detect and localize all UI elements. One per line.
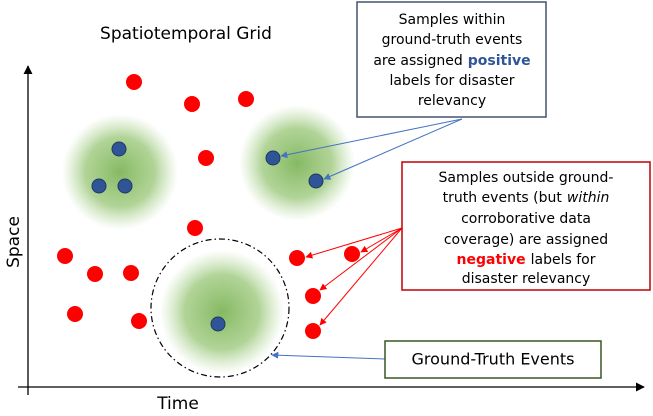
- callout-text: labels for disaster: [389, 73, 514, 89]
- callout-text: are assigned: [373, 53, 462, 69]
- svg-text:Samples within: Samples within: [399, 12, 506, 28]
- callout-text: ground-truth events: [382, 32, 523, 48]
- positive-callout: Samples within ground-truth events are a…: [356, 1, 547, 118]
- callout-text: Ground-Truth Events: [412, 350, 575, 369]
- svg-text:labels for disaster: labels for disaster: [389, 73, 514, 89]
- negative-callout: Samples outside ground- truth events (bu…: [401, 161, 651, 291]
- svg-text:relevancy: relevancy: [418, 93, 486, 109]
- callout-text: positive: [468, 53, 531, 69]
- event-regions: [62, 105, 355, 378]
- arrows: [271, 118, 463, 360]
- svg-text:coverage) are assigned: coverage) are assigned: [444, 232, 608, 248]
- callout-text: truth events (but: [443, 190, 563, 206]
- negative-samples: [57, 74, 360, 339]
- axes: [18, 65, 645, 395]
- callout-text: labels for: [531, 252, 596, 268]
- callout-text: disaster relevancy: [462, 271, 591, 287]
- title: Spatiotemporal Grid: [100, 24, 272, 44]
- svg-text:ground-truth events: ground-truth events: [382, 32, 523, 48]
- events-callout: Ground-Truth Events: [384, 340, 602, 379]
- svg-text:disaster relevancy: disaster relevancy: [462, 271, 591, 287]
- callout-text: relevancy: [418, 93, 486, 109]
- callout-text: negative: [457, 252, 526, 268]
- svg-text:corroborative data: corroborative data: [461, 211, 591, 227]
- svg-text:Samples outside ground-: Samples outside ground-: [439, 170, 614, 186]
- positive-samples: [91, 141, 324, 332]
- y-axis-label: Space: [4, 216, 24, 268]
- callout-text: corroborative data: [461, 211, 591, 227]
- callout-text: Samples outside ground-: [439, 170, 614, 186]
- x-axis-label: Time: [156, 394, 199, 414]
- callout-text: within: [567, 190, 609, 206]
- callout-text: Samples within: [399, 12, 506, 28]
- callout-text: coverage) are assigned: [444, 232, 608, 248]
